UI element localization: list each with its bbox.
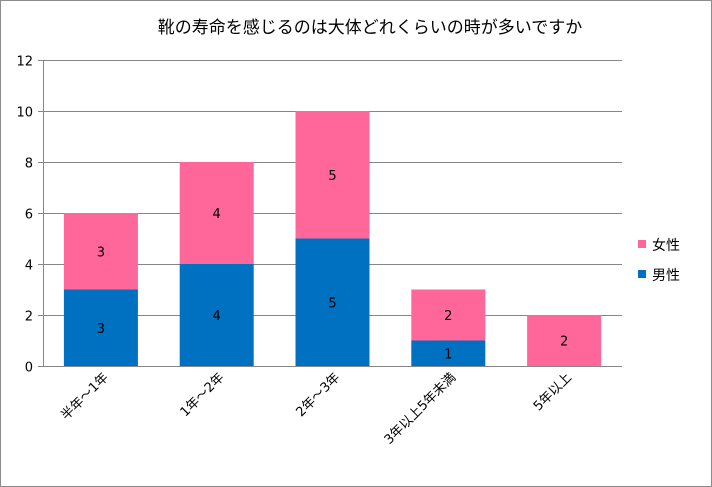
data-label: 4 <box>213 207 221 222</box>
bar-segment <box>63 289 138 366</box>
legend-swatch <box>638 240 646 248</box>
y-tick-label: 6 <box>25 208 33 223</box>
x-category-label: 2年～3年 <box>293 370 343 420</box>
data-label: 2 <box>444 309 452 324</box>
bar-segment <box>179 264 254 366</box>
bar-segment <box>295 238 370 366</box>
y-tick-label: 0 <box>25 361 33 376</box>
y-tick-label: 2 <box>25 310 33 325</box>
legend-label: 男性 <box>652 268 680 284</box>
y-axis: 0 2 4 6 8 10 12 <box>16 55 44 376</box>
data-label: 4 <box>213 309 221 324</box>
bar-segment <box>527 315 602 366</box>
bar-segment <box>411 289 486 341</box>
y-tick-label: 8 <box>25 157 33 172</box>
data-label: 1 <box>444 347 452 362</box>
x-category-label: 1年～2年 <box>178 370 228 420</box>
x-category-label: 5年以上 <box>531 370 575 414</box>
chart-title: 靴の寿命を感じるのは大体どれくらいの時が多いですか <box>158 18 583 38</box>
data-label: 3 <box>97 322 105 337</box>
bar-segment <box>63 213 138 290</box>
x-category-label: 半年～1年 <box>58 370 111 423</box>
y-tick-label: 12 <box>16 55 33 70</box>
x-axis: 半年～1年 1年～2年 2年～3年 3年以上5年未満 5年以上 <box>43 366 622 448</box>
x-category-label: 3年以上5年未満 <box>382 370 459 447</box>
data-label: 2 <box>560 335 568 350</box>
data-label: 3 <box>97 245 105 260</box>
bar-segment <box>295 111 370 239</box>
legend-label: 女性 <box>652 237 680 254</box>
bar-segment <box>179 162 254 264</box>
data-label: 5 <box>328 169 336 184</box>
data-label: 5 <box>328 296 336 311</box>
y-tick-label: 4 <box>25 259 33 274</box>
bars: 3 3 4 4 5 5 1 2 2 <box>63 111 602 366</box>
y-tick-label: 10 <box>16 106 33 121</box>
bar-segment <box>411 340 486 366</box>
legend-swatch <box>638 270 646 278</box>
